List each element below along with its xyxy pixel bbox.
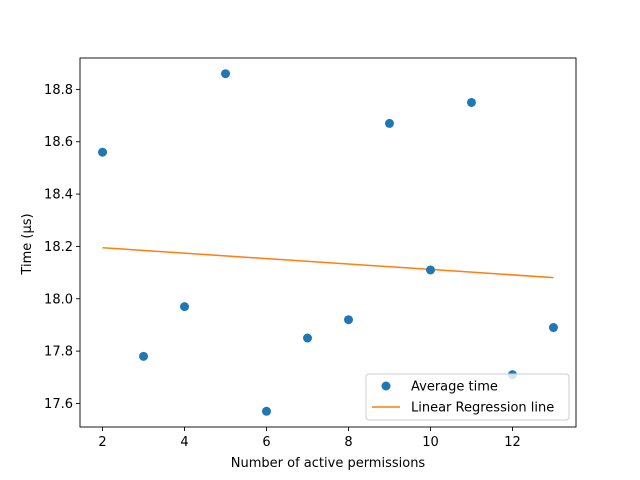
x-axis-label: Number of active permissions <box>231 456 426 471</box>
y-tick-label: 18.0 <box>44 292 73 307</box>
x-tick-label: 12 <box>504 435 521 450</box>
x-tick-label: 2 <box>98 435 106 450</box>
legend: Average time Linear Regression line <box>365 373 570 421</box>
data-point <box>384 118 394 128</box>
data-point <box>262 406 272 416</box>
axes-frame <box>79 57 577 428</box>
legend-box <box>365 373 570 421</box>
x-tick-label: 4 <box>180 435 188 450</box>
x-tick-label: 8 <box>344 435 352 450</box>
y-axis-label: Time (µs) <box>20 213 35 275</box>
data-point <box>548 323 558 333</box>
y-tick-label: 17.6 <box>44 397 73 412</box>
plot-area <box>98 69 558 416</box>
legend-label: Linear Regression line <box>411 401 554 416</box>
data-point <box>344 315 353 325</box>
data-point <box>425 265 435 275</box>
axes: 2 4 6 8 10 12 17.6 17.8 18.0 18.2 18.4 18.6 18.8 <box>44 57 577 450</box>
data-point <box>98 147 108 157</box>
y-tick-label: 18.8 <box>44 83 73 98</box>
y-tick-label: 18.4 <box>44 188 73 203</box>
legend-marker-average-time <box>381 381 391 391</box>
y-tick-label: 17.8 <box>44 345 73 360</box>
data-point <box>303 333 312 343</box>
y-tick-label: 18.6 <box>44 135 73 150</box>
x-tick-label: 10 <box>422 435 439 450</box>
y-tick-label: 18.2 <box>44 240 73 255</box>
data-point <box>221 69 231 79</box>
regression-line <box>102 246 554 279</box>
data-point <box>466 97 476 107</box>
x-tick-label: 6 <box>262 435 270 450</box>
legend-label: Average time <box>411 380 498 395</box>
data-point <box>180 302 190 312</box>
data-point <box>139 351 149 361</box>
